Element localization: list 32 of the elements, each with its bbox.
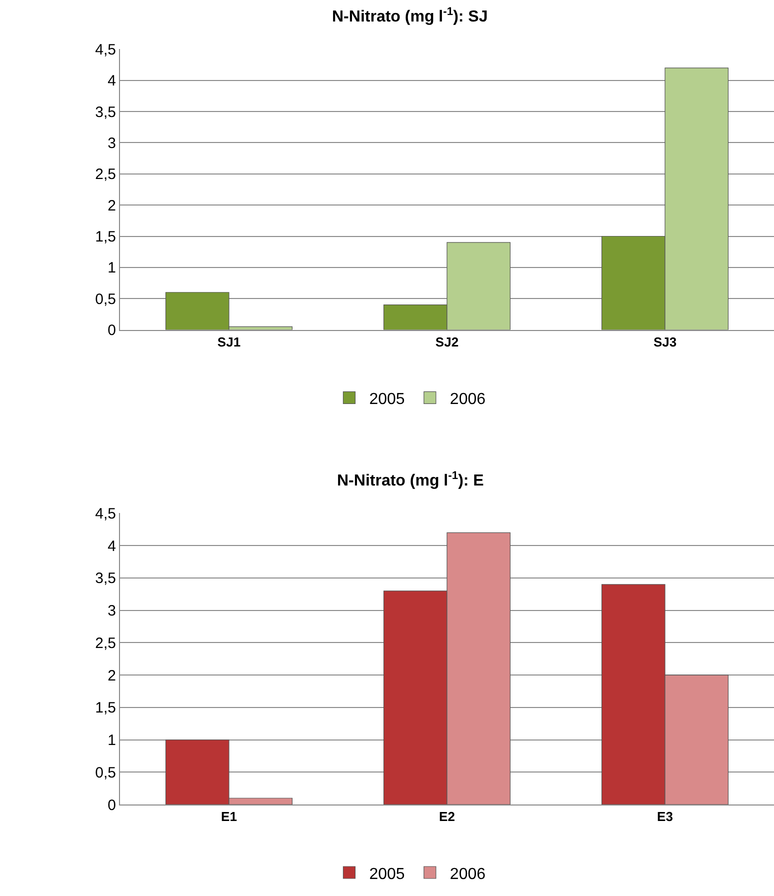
legend-label: 2005 <box>369 390 405 408</box>
y-tick-label: 2,5 <box>95 166 116 184</box>
y-tick-label: 1,5 <box>95 228 116 246</box>
chart-title: N-Nitrato (mg l$^{-1}$): E <box>337 470 484 490</box>
legend-label: 2006 <box>450 390 486 408</box>
y-tick-label: 0 <box>108 322 116 340</box>
legend-label: 2006 <box>450 866 486 883</box>
x-tick-label: SJ1 <box>217 334 241 350</box>
x-tick-label: E1 <box>221 809 237 824</box>
y-tick-label: 1 <box>108 260 116 277</box>
y-tick-label: 2 <box>108 197 116 214</box>
x-tick-label: SJ3 <box>653 334 677 350</box>
y-tick-label: 0 <box>108 796 116 814</box>
y-tick-label: 1 <box>108 732 116 750</box>
legend-label: 2005 <box>369 866 405 883</box>
y-tick-label: 4 <box>108 538 116 555</box>
y-tick-label: 2,5 <box>95 634 116 652</box>
y-tick-label: 3 <box>108 134 116 152</box>
y-tick-label: 0,5 <box>95 764 116 782</box>
y-tick-label: 0,5 <box>95 290 116 308</box>
y-tick-label: 2 <box>108 667 116 684</box>
y-tick-label: 3,5 <box>95 570 116 588</box>
y-tick-label: 1,5 <box>95 700 116 717</box>
y-tick-label: 4 <box>108 72 116 90</box>
x-tick-label: E2 <box>439 809 455 824</box>
x-tick-label: E3 <box>657 809 673 824</box>
x-tick-label: SJ2 <box>435 334 459 350</box>
y-tick-label: 4,5 <box>95 41 116 58</box>
chart-title: N-Nitrato (mg l$^{-1}$): SJ <box>332 6 488 26</box>
y-tick-label: 3 <box>108 602 116 620</box>
y-tick-label: 3,5 <box>95 104 116 121</box>
y-tick-label: 4,5 <box>95 505 116 522</box>
